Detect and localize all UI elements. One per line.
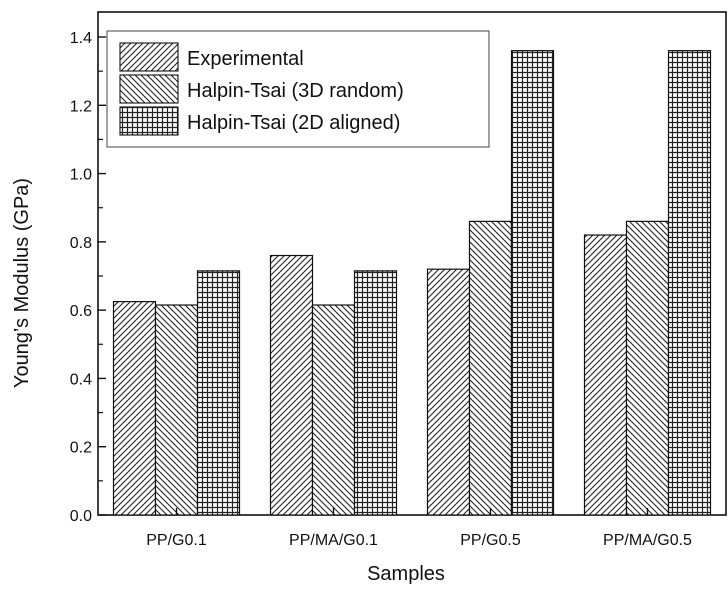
bar <box>154 304 199 516</box>
y-tick-label: 1.4 <box>70 30 92 47</box>
legend-label: Halpin-Tsai (2D aligned) <box>187 112 400 134</box>
y-tick-label: 0.6 <box>70 303 92 320</box>
legend-label: Halpin-Tsai (3D random) <box>187 80 404 102</box>
bar <box>112 301 157 516</box>
bar <box>468 220 513 516</box>
plot-frame <box>97 11 727 516</box>
x-axis-title: Samples <box>367 563 445 585</box>
x-tick-label: PP/MA/G0.1 <box>289 532 378 549</box>
legend-label: Experimental <box>187 48 304 70</box>
bar <box>510 50 555 516</box>
bar <box>625 220 670 516</box>
x-tick-label: PP/G0.5 <box>460 532 521 549</box>
y-tick-label: 0.8 <box>70 235 92 252</box>
y-tick-label: 0.0 <box>70 508 92 525</box>
y-tick-label: 1.0 <box>70 167 92 184</box>
bar <box>426 268 471 516</box>
legend-swatch <box>119 74 179 104</box>
legend-swatch <box>119 106 179 136</box>
bar <box>583 234 628 516</box>
bar <box>269 254 314 516</box>
bar <box>353 270 398 516</box>
x-tick-label: PP/MA/G0.5 <box>603 532 692 549</box>
y-axis-title: Young’s Modulus (GPa) <box>11 178 33 388</box>
y-tick-label: 0.2 <box>70 440 92 457</box>
plot-area: 0.0 0.2 0.4 0.6 0.8 1.0 1.2 1.4 PP/G0.1 PP/MA/G0.… <box>70 11 727 549</box>
legend: Experimental Halpin-Tsai (3D random) Halpi… <box>106 30 490 148</box>
legend-swatch <box>119 42 179 72</box>
y-tick-label: 1.2 <box>70 98 92 115</box>
y-tick-label: 0.4 <box>70 371 92 388</box>
bar <box>196 270 241 516</box>
x-tick-label: PP/G0.1 <box>146 532 207 549</box>
bar <box>311 304 356 516</box>
bar <box>667 50 712 516</box>
